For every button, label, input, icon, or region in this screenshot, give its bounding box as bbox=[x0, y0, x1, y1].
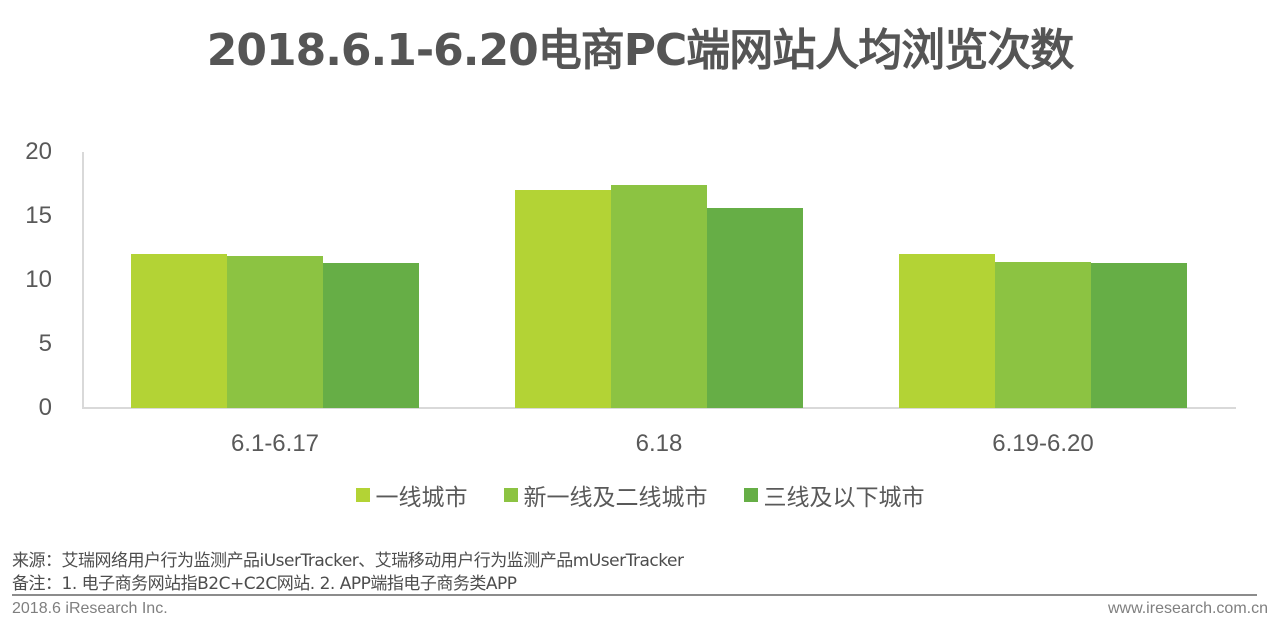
legend-label: 一线城市 bbox=[375, 484, 468, 510]
chart-plot-area: 20 15 10 5 0 6.1-6.17 6.18 6.19-6.20 bbox=[25, 138, 1236, 457]
remark-note: 备注：1. 电子商务网站指B2C+C2C网站. 2. APP端指电子商务类APP bbox=[12, 574, 517, 594]
legend-item-tier1: 一线城市 bbox=[355, 478, 468, 512]
bar bbox=[131, 254, 227, 408]
source-note: 来源：艾瑞网络用户行为监测产品iUserTracker、艾瑞移动用户行为监测产品… bbox=[12, 551, 684, 571]
bar bbox=[707, 208, 803, 408]
x-label-6-18: 6.18 bbox=[635, 430, 683, 457]
legend-item-tier3-below: 三线及以下城市 bbox=[743, 478, 925, 512]
y-tick-10: 10 bbox=[25, 266, 52, 293]
bar bbox=[515, 190, 611, 408]
x-label-6-1-6-17: 6.1-6.17 bbox=[230, 430, 320, 457]
y-axis-line bbox=[82, 152, 84, 409]
bar bbox=[1091, 263, 1187, 408]
chart-title: 2018.6.1-6.20电商PC端网站人均浏览次数 bbox=[206, 25, 1074, 76]
y-tick-5: 5 bbox=[38, 330, 52, 357]
y-tick-15: 15 bbox=[25, 202, 52, 229]
bar bbox=[323, 263, 419, 408]
bar bbox=[227, 255, 323, 408]
bar bbox=[899, 254, 995, 408]
legend-swatch-icon bbox=[503, 488, 518, 502]
bar bbox=[611, 185, 707, 408]
x-axis-line bbox=[82, 407, 1236, 409]
y-tick-0: 0 bbox=[38, 394, 52, 421]
chart-legend: 一线城市 新一线及二线城市 三线及以下城市 bbox=[0, 478, 1280, 512]
x-label-6-19-6-20: 6.19-6.20 bbox=[992, 430, 1094, 457]
bar bbox=[995, 262, 1091, 408]
legend-label: 三线及以下城市 bbox=[763, 484, 925, 510]
legend-label: 新一线及二线城市 bbox=[523, 484, 708, 510]
legend-item-new-tier1-tier2: 新一线及二线城市 bbox=[503, 478, 708, 512]
legend-swatch-icon bbox=[355, 488, 370, 502]
footer-divider bbox=[12, 594, 1257, 596]
footer-website: www.iresearch.com.cn bbox=[1107, 600, 1268, 617]
footer-copyright: 2018.6 iResearch Inc. bbox=[12, 600, 168, 617]
legend-swatch-icon bbox=[743, 488, 758, 502]
y-tick-20: 20 bbox=[25, 138, 52, 165]
